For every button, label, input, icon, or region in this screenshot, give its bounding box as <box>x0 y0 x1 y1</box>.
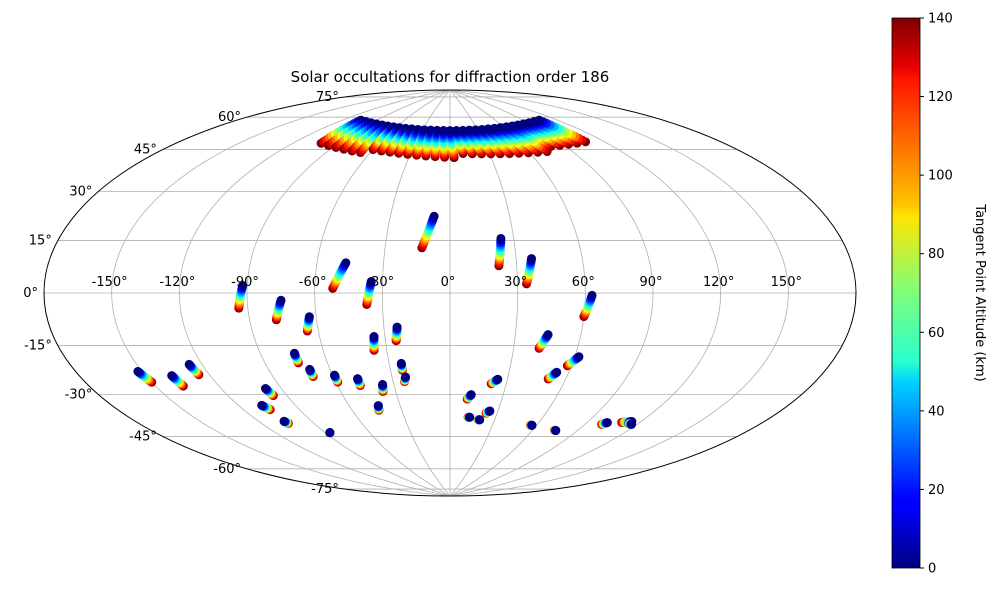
data-point <box>184 359 194 369</box>
longitude-tick-label: 120° <box>703 275 734 290</box>
latitude-tick-label: 75° <box>316 90 339 105</box>
data-point <box>464 125 474 135</box>
data-point <box>527 254 537 264</box>
map-boundary <box>43 89 857 497</box>
longitude-tick-label: -30° <box>366 275 394 290</box>
colorbar-tick-label: 0 <box>928 562 936 577</box>
data-point <box>279 416 289 426</box>
longitude-tick-label: -90° <box>231 275 259 290</box>
data-point <box>626 419 636 429</box>
data-point <box>551 426 561 435</box>
data-point <box>496 233 506 243</box>
longitude-grid-line <box>111 90 451 496</box>
latitude-tick-label: 15° <box>29 233 52 248</box>
data-point <box>466 390 476 400</box>
chart-title: Solar occultations for diffraction order… <box>291 68 610 86</box>
data-point <box>429 211 439 221</box>
longitude-tick-labels: -150° -120° -90° -60° -30° 0° 30° 60° 90° 120° 150… <box>92 275 802 290</box>
longitude-tick-label: -60° <box>299 275 327 290</box>
latitude-tick-label: -45° <box>129 430 157 445</box>
data-point <box>167 371 177 381</box>
data-point <box>485 406 495 416</box>
data-point <box>276 295 286 305</box>
data-point <box>133 366 143 376</box>
data-point <box>304 312 314 322</box>
data-point <box>257 400 267 410</box>
latitude-tick-labels: -75° -60° -45° -30° -15° 0° 15° 30° 45° 60° 75° <box>23 90 339 497</box>
data-points <box>133 115 637 438</box>
longitude-tick-label: -120° <box>159 275 195 290</box>
longitude-tick-label: 90° <box>639 275 662 290</box>
data-point <box>493 374 503 384</box>
colorbar-ticks: 0 20 40 60 80 100 120 140 <box>920 12 953 577</box>
data-point <box>465 412 475 422</box>
data-point <box>451 126 461 136</box>
latitude-tick-label: -15° <box>24 339 52 354</box>
latitude-tick-label: 45° <box>134 142 157 157</box>
colorbar: 0 20 40 60 80 100 120 140 Tangent Point Altitud… <box>891 12 987 577</box>
data-point <box>534 115 544 125</box>
latitude-tick-label: -30° <box>65 388 93 403</box>
data-point <box>401 372 411 382</box>
data-point <box>392 322 402 332</box>
data-point <box>341 258 351 268</box>
data-point <box>602 418 612 428</box>
longitude-grid-line <box>449 90 789 496</box>
data-point <box>329 370 339 380</box>
data-point <box>587 290 597 300</box>
data-point <box>445 126 455 136</box>
data-point <box>260 384 270 393</box>
data-point <box>543 330 553 340</box>
data-point <box>289 348 299 358</box>
longitude-tick-label: 150° <box>771 275 802 290</box>
colorbar-tick-label: 140 <box>928 12 953 27</box>
colorbar-label: Tangent Point Altitude (km) <box>972 203 987 381</box>
data-point <box>373 401 383 411</box>
latitude-tick-label: -60° <box>213 462 241 477</box>
data-point <box>353 374 363 384</box>
colorbar-tick-label: 20 <box>928 483 945 498</box>
data-point <box>369 332 379 342</box>
data-point <box>238 280 248 290</box>
longitude-tick-label: 30° <box>504 275 527 290</box>
colorbar-tick-label: 120 <box>928 90 953 105</box>
data-point <box>305 364 315 374</box>
data-point <box>574 352 584 362</box>
colorbar-gradient <box>891 17 921 569</box>
latitude-tick-label: 0° <box>23 286 38 301</box>
colorbar-tick-label: 40 <box>928 404 945 419</box>
data-point <box>527 420 537 430</box>
data-point <box>552 367 562 377</box>
latitude-tick-label: 30° <box>69 185 92 200</box>
data-point <box>458 125 468 135</box>
data-point <box>396 358 406 368</box>
data-point <box>378 380 388 390</box>
data-point <box>475 415 485 425</box>
colorbar-tick-label: 80 <box>928 247 945 262</box>
colorbar-tick-label: 100 <box>928 169 953 184</box>
longitude-tick-label: -150° <box>92 275 128 290</box>
longitude-grid-line <box>314 90 451 496</box>
longitude-tick-label: 60° <box>572 275 595 290</box>
data-point <box>366 277 376 287</box>
longitude-tick-label: 0° <box>441 275 456 290</box>
data-point <box>325 428 335 438</box>
latitude-tick-label: 60° <box>218 110 241 125</box>
longitude-grid-line <box>178 90 451 496</box>
longitude-grid-line <box>449 90 722 496</box>
latitude-tick-label: -75° <box>311 482 339 497</box>
colorbar-tick-label: 60 <box>928 326 945 341</box>
